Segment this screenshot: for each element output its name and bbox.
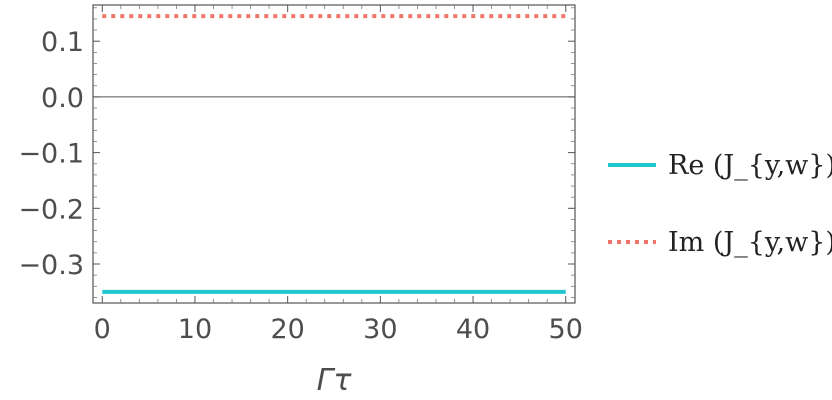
legend: Re (J_{y,w}) Im (J_{y,w}) [608,150,832,258]
x-tick-label: 20 [270,314,304,345]
plot-frame [92,4,576,304]
x-ticks [101,5,567,303]
legend-label-im: Im (J_{y,w}) [668,227,832,258]
legend-label-re: Re (J_{y,w}) [668,150,832,181]
y-tick-label: −0.3 [18,250,84,281]
x-tick-label: 50 [549,314,583,345]
series-group [102,14,566,294]
y-ticks [93,40,575,265]
minor-ticks [93,5,575,303]
x-tick-label: 30 [363,314,397,345]
y-tick-label: −0.2 [18,194,84,225]
y-tick-labels: 0.1 0.0 −0.1 −0.2 −0.3 [18,27,84,281]
y-tick-label: 0.1 [41,27,84,58]
legend-item-re: Re (J_{y,w}) [608,150,832,181]
x-tick-labels: 0 10 20 30 40 50 [94,314,583,345]
y-tick-label: 0.0 [41,83,84,114]
x-tick-label: 10 [178,314,212,345]
x-tick-label: 40 [456,314,490,345]
x-axis-label: Γτ [317,363,353,398]
legend-item-im: Im (J_{y,w}) [608,227,832,258]
y-tick-label: −0.1 [18,139,84,170]
x-tick-label: 0 [94,314,111,345]
